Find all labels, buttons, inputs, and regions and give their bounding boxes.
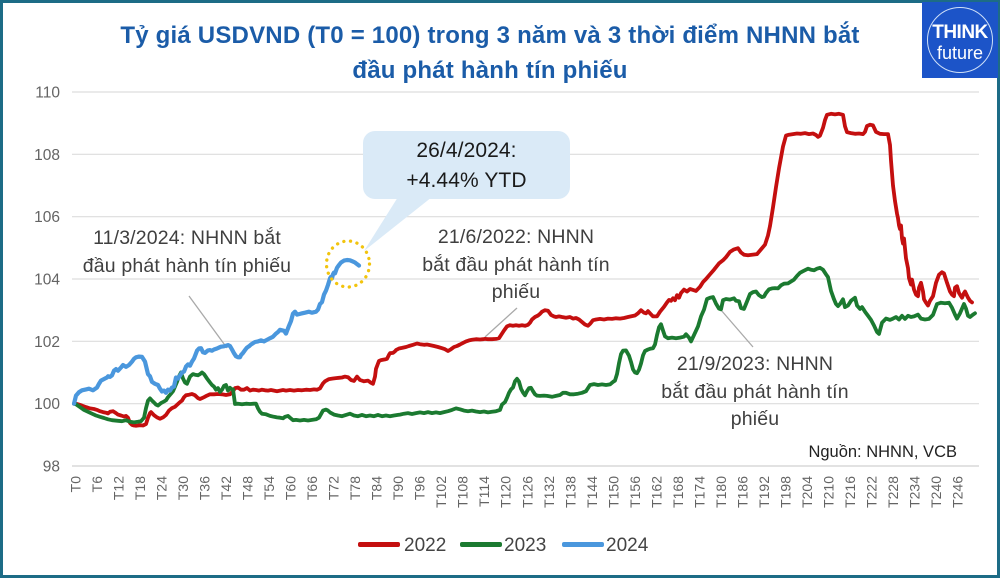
svg-text:T210: T210 [821, 476, 837, 508]
svg-text:T192: T192 [756, 476, 772, 508]
svg-text:T246: T246 [950, 476, 966, 508]
svg-text:T120: T120 [498, 476, 514, 508]
svg-text:T168: T168 [670, 476, 686, 508]
svg-text:T78: T78 [347, 476, 363, 500]
svg-text:T144: T144 [584, 476, 600, 508]
svg-text:T108: T108 [455, 476, 471, 508]
svg-text:100: 100 [34, 396, 60, 413]
svg-text:T0: T0 [67, 476, 83, 493]
svg-text:T30: T30 [175, 476, 191, 500]
svg-text:104: 104 [34, 272, 60, 289]
svg-text:T66: T66 [304, 476, 320, 500]
svg-text:T162: T162 [648, 476, 664, 508]
svg-text:T60: T60 [283, 476, 299, 500]
svg-text:T174: T174 [691, 476, 707, 508]
svg-text:T216: T216 [842, 476, 858, 508]
svg-text:T150: T150 [605, 476, 621, 508]
svg-text:T54: T54 [261, 476, 277, 500]
svg-text:T96: T96 [412, 476, 428, 500]
svg-text:T180: T180 [713, 476, 729, 508]
svg-text:T222: T222 [864, 476, 880, 508]
svg-text:T138: T138 [562, 476, 578, 508]
svg-text:T234: T234 [907, 476, 923, 508]
svg-text:T24: T24 [153, 476, 169, 500]
svg-text:T186: T186 [735, 476, 751, 508]
svg-text:106: 106 [34, 209, 60, 226]
svg-text:T126: T126 [519, 476, 535, 508]
svg-text:T204: T204 [799, 476, 815, 508]
svg-text:98: 98 [43, 459, 60, 476]
svg-text:T240: T240 [928, 476, 944, 508]
svg-text:T132: T132 [541, 476, 557, 508]
svg-text:T18: T18 [132, 476, 148, 500]
svg-text:102: 102 [34, 334, 60, 351]
svg-text:108: 108 [34, 147, 60, 164]
svg-text:T48: T48 [240, 476, 256, 500]
svg-text:T6: T6 [89, 476, 105, 493]
svg-text:T198: T198 [778, 476, 794, 508]
svg-text:T156: T156 [627, 476, 643, 508]
svg-text:T72: T72 [326, 476, 342, 500]
svg-text:T102: T102 [433, 476, 449, 508]
svg-text:T42: T42 [218, 476, 234, 500]
svg-text:110: 110 [35, 85, 60, 102]
svg-text:T228: T228 [885, 476, 901, 508]
svg-text:T90: T90 [390, 476, 406, 500]
svg-text:T36: T36 [196, 476, 212, 500]
svg-text:T12: T12 [110, 476, 126, 500]
svg-text:T84: T84 [369, 476, 385, 500]
svg-text:T114: T114 [476, 476, 492, 507]
